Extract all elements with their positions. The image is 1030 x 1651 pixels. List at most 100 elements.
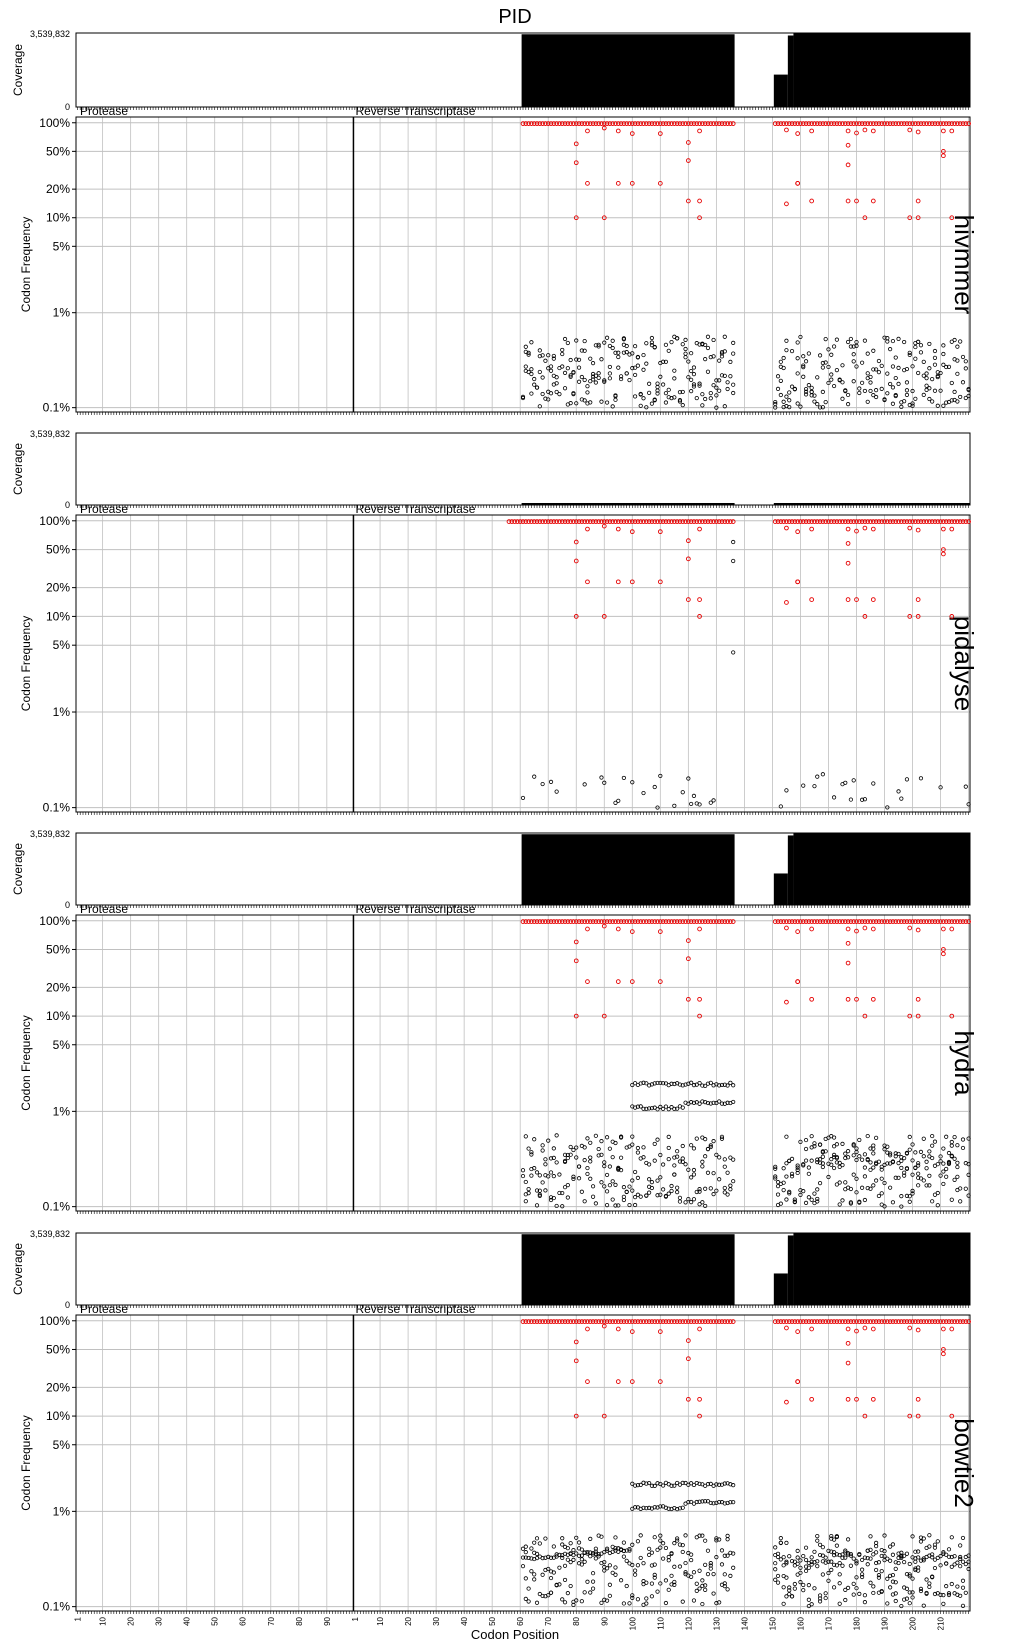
panel-hivmmer-minority-point [607, 376, 612, 381]
panel-hydra-minority-point [717, 1155, 722, 1160]
panel-hivmmer-minority-point [941, 343, 946, 348]
panel-hivmmer-consensus-point [632, 121, 638, 126]
panel-hivmmer-consensus-point [898, 121, 904, 126]
panel-hydra-minority-point [604, 1135, 610, 1140]
panel-bowtie2-consensus-point [778, 1319, 784, 1324]
panel-hydra-minority-point [562, 1152, 568, 1157]
panel-hivmmer-consensus-point [587, 121, 593, 126]
panel-bowtie2-minority-point [823, 1595, 828, 1601]
panel-hydra-consensus-point [590, 919, 596, 924]
panel-hydra-minority-point [661, 1081, 666, 1086]
panel-hivmmer-consensus-point [649, 121, 655, 126]
panel-bowtie2-minority-point [571, 1557, 576, 1562]
panel-hivmmer-minority-point [775, 374, 781, 379]
panel-bowtie2-minority-point [851, 1581, 856, 1586]
panel-hivmmer-minority-point [633, 365, 638, 370]
panel-hydra-minority-point [966, 1136, 971, 1141]
panel-hydra-consensus-point [960, 919, 966, 924]
panel-bowtie2-minority-point [520, 1564, 526, 1569]
panel-hydra-minority-point [787, 1191, 792, 1196]
panel-pidalyse-consensus-point [509, 519, 515, 524]
panel-pidalyse-minority-point [658, 773, 663, 779]
panel-hydra-minority-point [708, 1101, 713, 1106]
panel-pidalyse-consensus-point [512, 519, 517, 524]
panel-bowtie2-minority-point [806, 1603, 811, 1609]
panel-pidalyse-consensus-point [714, 519, 719, 524]
panel-bowtie2-minority-point [588, 1536, 593, 1541]
panel-bowtie2-minority-point [725, 1587, 730, 1592]
panel-hivmmer-minority-point [683, 346, 688, 352]
panel-pidalyse-points [506, 519, 971, 810]
panel-bowtie2-consensus-point [593, 1319, 599, 1324]
panel-hydra-minority-point [604, 1203, 610, 1208]
panel-bowtie2-minority-point [652, 1535, 657, 1540]
panel-hivmmer-consensus-point [694, 121, 700, 126]
panel-hivmmer-minority-point [588, 379, 593, 384]
panel-bowtie2-mutation-point [845, 1340, 851, 1346]
panel-hydra-minority-point [826, 1174, 831, 1180]
panel-bowtie2-minority-point [731, 1551, 736, 1556]
panel-pidalyse-consensus-point [955, 519, 960, 524]
panel-hydra-minority-point [722, 1157, 727, 1162]
panel-hivmmer-minority-point [717, 378, 722, 383]
panel-hivmmer-minority-point [910, 364, 915, 369]
panel-hydra-minority-point [812, 1191, 817, 1196]
panel-bowtie2-consensus-point [884, 1319, 890, 1324]
panel-hydra-minority-point [781, 1166, 786, 1171]
panel-hydra-minority-point [635, 1175, 641, 1180]
panel-hydra-consensus-point [545, 919, 551, 924]
panel-hydra-minority-point [590, 1194, 596, 1199]
panel-bowtie2-minority-point [708, 1566, 713, 1571]
panel-hivmmer-minority-point [815, 402, 820, 407]
panel-hydra-mutation-point [657, 929, 663, 934]
panel-hydra-minority-point [890, 1200, 896, 1205]
panel-hivmmer-minority-point [787, 390, 792, 395]
panel-hivmmer-mutation-point [862, 215, 868, 221]
panel-hivmmer-consensus-point [601, 121, 607, 126]
panel-bowtie2-minority-point [613, 1565, 618, 1570]
panel-hydra-minority-point [691, 1167, 697, 1173]
panel-pidalyse-minority-point [540, 781, 545, 787]
panel-bowtie2-minority-point [644, 1580, 649, 1585]
panel-hydra-minority-point [773, 1166, 778, 1171]
panel-bowtie2-minority-point [551, 1544, 556, 1549]
panel-hydra-consensus-point [938, 919, 943, 924]
panel-hydra-minority-point [910, 1191, 915, 1196]
panel-hydra-minority-point [803, 1137, 809, 1143]
panel-hydra-minority-point [599, 1139, 604, 1144]
panel-hydra-minority-point [551, 1174, 556, 1179]
panel-hivmmer-minority-point [602, 379, 607, 384]
panel-hivmmer-minority-point [902, 399, 907, 404]
panel-hydra-minority-point [868, 1160, 873, 1165]
panel-hivmmer-minority-point [882, 335, 887, 340]
panel-hivmmer-mutation-point [941, 153, 946, 159]
panel-hivmmer-minority-point [652, 397, 657, 402]
panel-hydra-consensus-point [898, 919, 904, 924]
panel-hivmmer-minority-point [607, 364, 612, 370]
panel-hydra-minority-point [904, 1166, 910, 1171]
panel-hydra-minority-point [585, 1165, 590, 1171]
panel-bowtie2-minority-point [888, 1585, 893, 1590]
panel-hydra-minority-point [523, 1199, 528, 1204]
panel-hivmmer-minority-point [775, 386, 781, 392]
panel-bowtie2-minority-point [882, 1533, 887, 1538]
panel-hydra-minority-point [927, 1173, 932, 1178]
panel-bowtie2-minority-point [851, 1592, 856, 1597]
panel-pidalyse-mutation-point [585, 579, 590, 585]
panel-hivmmer-consensus-point [876, 121, 882, 126]
panel-bowtie2-consensus-point [800, 1319, 806, 1324]
panel-hivmmer-minority-point [568, 401, 573, 406]
panel-bowtie2-mutation-point [601, 1323, 607, 1329]
panel-hydra-minority-point [812, 1144, 817, 1149]
panel-hivmmer-minority-point [714, 385, 719, 390]
panel-hydra-minority-point [666, 1134, 671, 1139]
panel-pidalyse-consensus-point [632, 519, 638, 524]
panel-bowtie2-consensus-point [887, 1319, 893, 1324]
panel-bowtie2-minority-point [831, 1550, 837, 1555]
panel-pidalyse-mutation-point [615, 526, 621, 532]
panel-hivmmer-minority-point [635, 363, 641, 368]
panel-hivmmer-minority-point [554, 375, 559, 380]
panel-hydra-minority-point [904, 1151, 910, 1156]
panel-bowtie2-minority-point [703, 1562, 708, 1567]
panel-bowtie2-minority-point [882, 1554, 887, 1559]
